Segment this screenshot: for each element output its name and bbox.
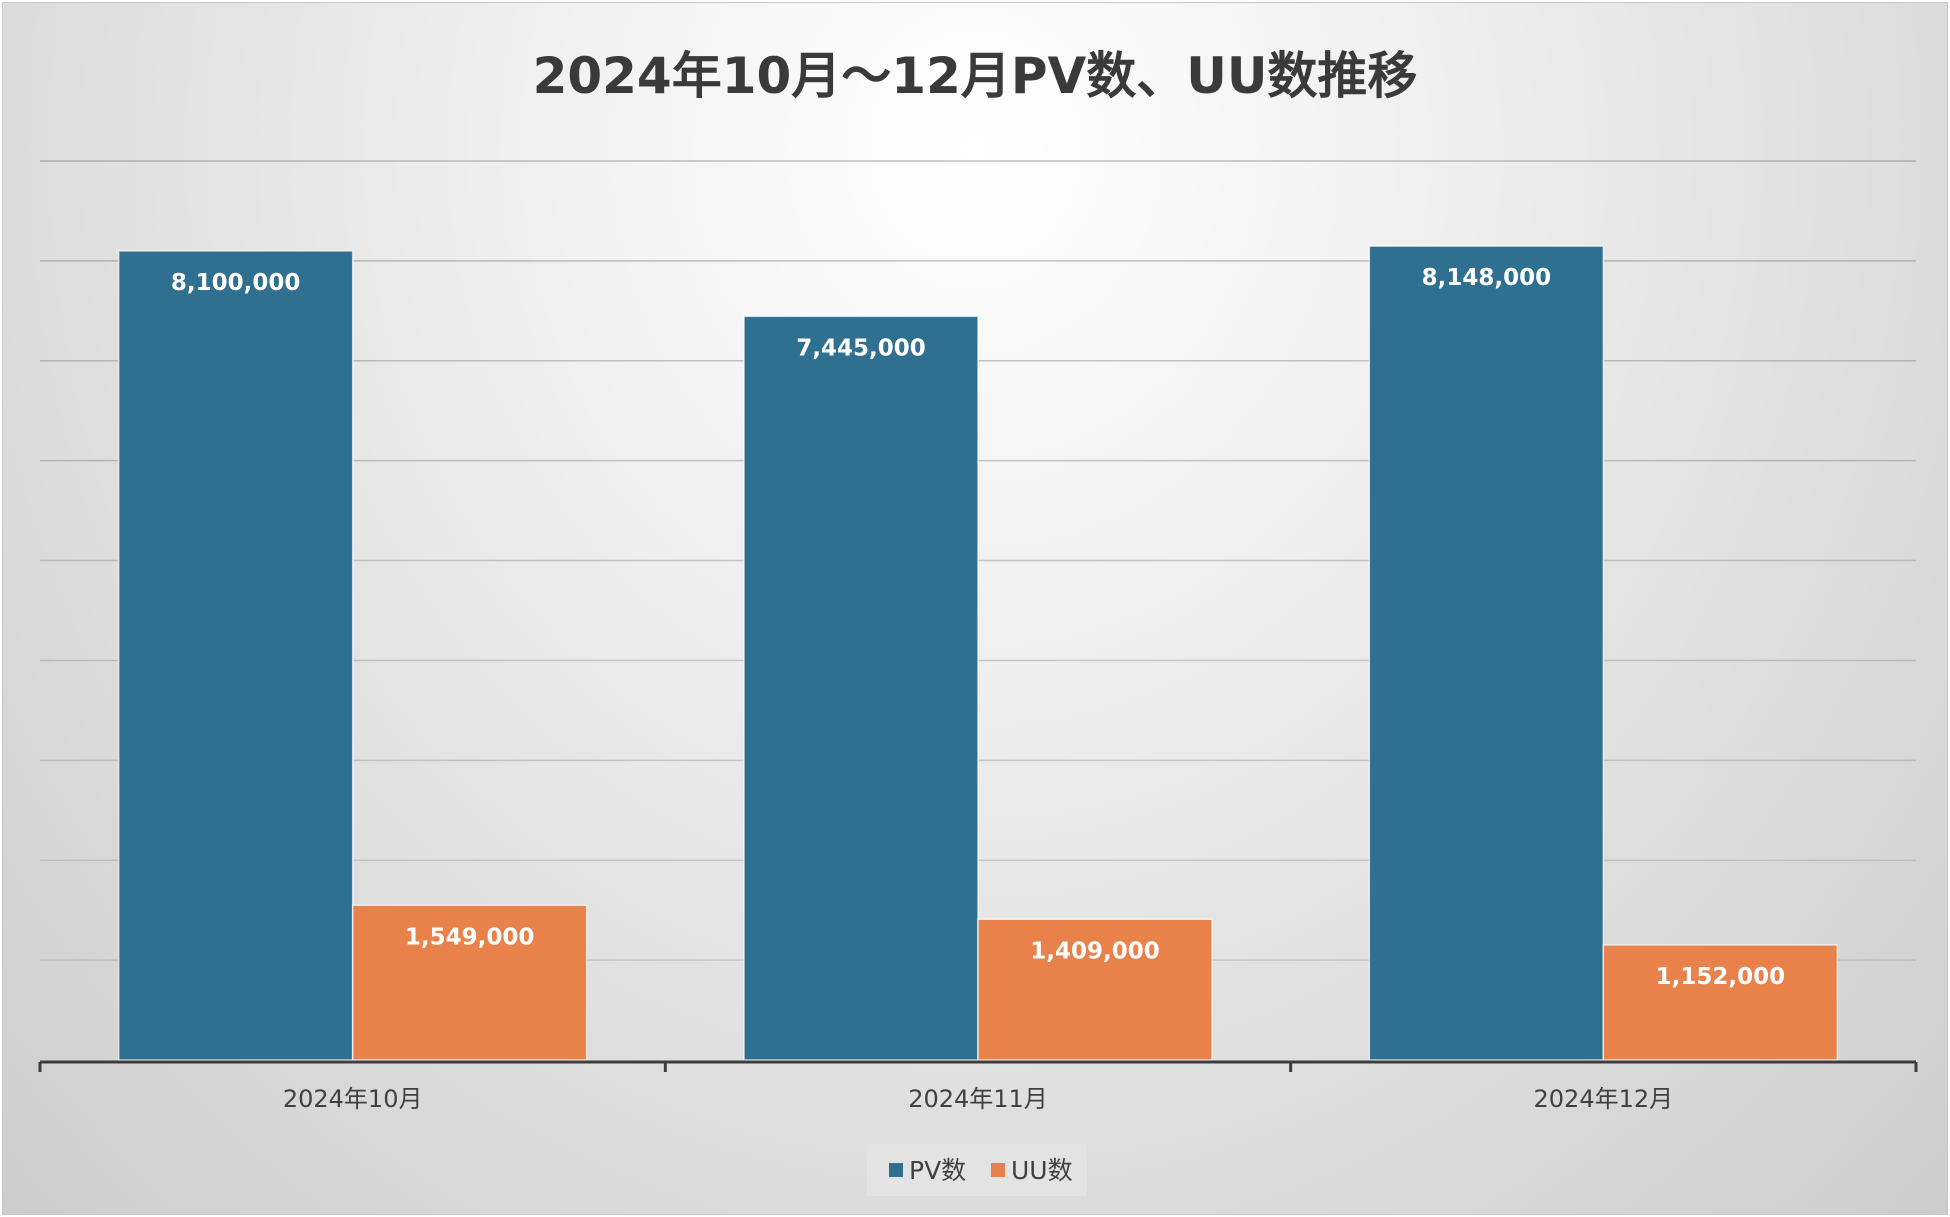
x-axis: 2024年10月 2024年11月 2024年12月	[38, 1060, 1918, 1113]
legend-box	[867, 1144, 1087, 1196]
bar-uu-2	[977, 918, 1213, 1061]
bar-uu-1	[351, 904, 588, 1061]
bar-pv-1	[117, 250, 354, 1061]
legend-swatch-uu	[991, 1163, 1005, 1177]
x-tick-label-1: 2024年10月	[283, 1085, 423, 1113]
bar-pv-3	[1368, 245, 1605, 1061]
data-label-pv-3: 8,148,000	[1422, 265, 1552, 291]
data-label-pv-1: 8,100,000	[171, 270, 301, 296]
legend: PV数 UU数	[867, 1144, 1087, 1196]
bars	[117, 245, 1839, 1061]
bar-chart: 2024年10月～12月PV数、UU数推移 8,100,000 1,549,000…	[38, 47, 1918, 1196]
bar-uu-3	[1602, 944, 1839, 1061]
legend-label-pv: PV数	[909, 1156, 966, 1185]
data-labels: 8,100,000 1,549,000 7,445,000 1,409,000 8,14…	[171, 265, 1785, 990]
x-tick-label-3: 2024年12月	[1534, 1085, 1674, 1113]
x-tick-label-2: 2024年11月	[908, 1085, 1048, 1113]
chart-title: 2024年10月～12月PV数、UU数推移	[533, 47, 1418, 105]
data-label-pv-2: 7,445,000	[796, 335, 926, 361]
data-label-uu-2: 1,409,000	[1030, 938, 1160, 964]
data-label-uu-3: 1,152,000	[1656, 964, 1786, 990]
data-label-uu-1: 1,549,000	[405, 924, 535, 950]
legend-swatch-pv	[889, 1163, 903, 1177]
bar-pv-2	[743, 315, 979, 1061]
legend-label-uu: UU数	[1011, 1156, 1073, 1185]
